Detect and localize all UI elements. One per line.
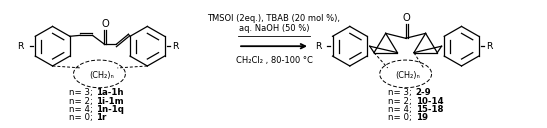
Text: n= 2;: n= 2; [68,97,95,106]
Text: 15-18: 15-18 [416,105,443,114]
Text: 2-9: 2-9 [416,88,431,97]
Text: O: O [403,13,411,24]
Text: 1i-1m: 1i-1m [96,97,124,106]
Text: (CH₂)ₙ: (CH₂)ₙ [395,71,420,80]
Text: 19: 19 [416,113,428,122]
Text: n= 0;: n= 0; [388,113,414,122]
Text: 10-14: 10-14 [416,97,443,106]
Text: (CH₂)ₙ: (CH₂)ₙ [89,71,114,80]
Text: n= 4;: n= 4; [68,105,95,114]
Text: n= 2;: n= 2; [388,97,414,106]
Text: R: R [315,42,321,51]
Text: R: R [172,42,178,51]
Text: TMSOl (2eq.), TBAB (20 mol %),: TMSOl (2eq.), TBAB (20 mol %), [207,14,340,23]
Text: 1n-1q: 1n-1q [96,105,124,114]
Text: n= 4;: n= 4; [388,105,414,114]
Text: CH₂Cl₂ , 80-100 °C: CH₂Cl₂ , 80-100 °C [236,56,312,65]
Text: n= 3;: n= 3; [68,88,95,97]
Text: R: R [486,42,493,51]
Text: n= 0;: n= 0; [68,113,95,122]
Text: 1a-1h: 1a-1h [96,88,124,97]
Text: O: O [102,19,109,29]
Text: 1r: 1r [96,113,107,122]
Text: n= 3;: n= 3; [388,88,414,97]
Text: R: R [18,42,24,51]
Text: aq. NaOH (50 %): aq. NaOH (50 %) [238,24,309,33]
